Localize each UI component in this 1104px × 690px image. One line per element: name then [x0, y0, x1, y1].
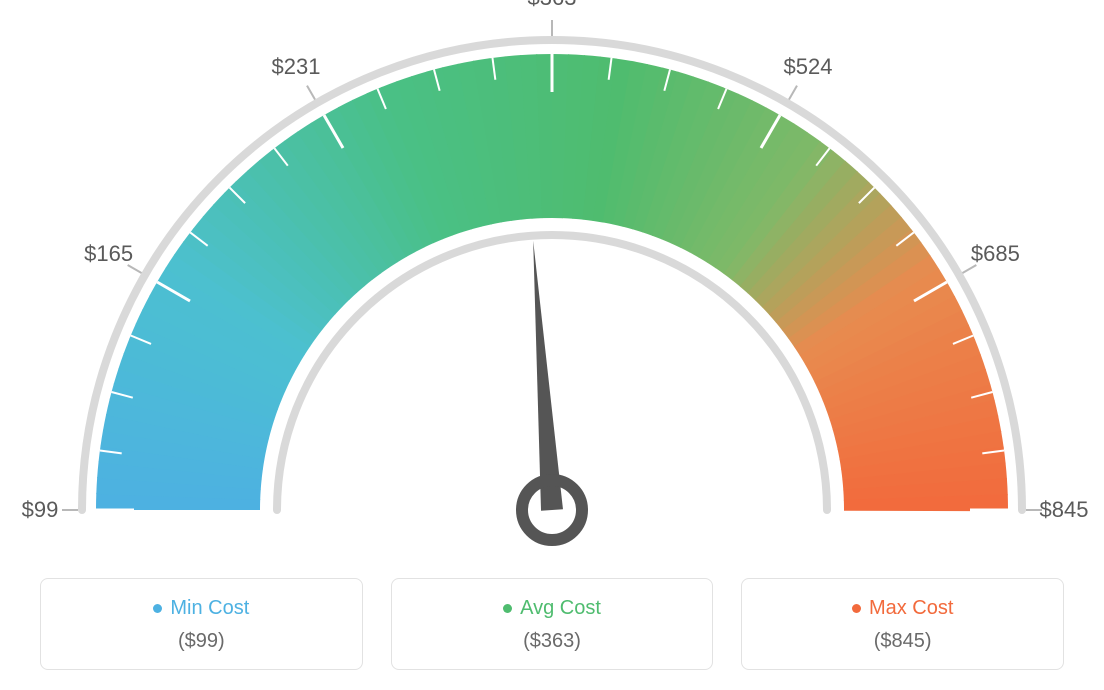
gauge-tick-label: $524: [784, 54, 833, 80]
legend-value-max: ($845): [752, 630, 1053, 653]
gauge-tick-label: $685: [971, 241, 1020, 267]
legend-title-avg: Avg Cost: [503, 597, 601, 620]
legend-dot-min: [153, 604, 162, 613]
cost-gauge-chart: $99 $165 $231 $363 $524 $685 $845 Min Cost ($9…: [0, 0, 1104, 690]
gauge-tick-label: $363: [528, 0, 577, 11]
legend-label-min: Min Cost: [170, 597, 249, 620]
legend-value-avg: ($363): [402, 630, 703, 653]
legend-label-max: Max Cost: [869, 597, 953, 620]
legend-value-min: ($99): [51, 630, 352, 653]
gauge-tick-label: $845: [1040, 497, 1089, 523]
legend-title-max: Max Cost: [852, 597, 953, 620]
gauge-tick-label: $231: [272, 54, 321, 80]
legend-label-avg: Avg Cost: [520, 597, 601, 620]
gauge-area: $99 $165 $231 $363 $524 $685 $845: [0, 0, 1104, 560]
legend-title-min: Min Cost: [153, 597, 249, 620]
legend-card-min: Min Cost ($99): [40, 578, 363, 670]
legend-card-max: Max Cost ($845): [741, 578, 1064, 670]
legend-row: Min Cost ($99) Avg Cost ($363) Max Cost …: [0, 578, 1104, 670]
legend-dot-avg: [503, 604, 512, 613]
legend-dot-max: [852, 604, 861, 613]
gauge-tick-label: $165: [84, 241, 133, 267]
gauge-tick-label: $99: [22, 497, 59, 523]
gauge-svg: [0, 0, 1104, 560]
legend-card-avg: Avg Cost ($363): [391, 578, 714, 670]
